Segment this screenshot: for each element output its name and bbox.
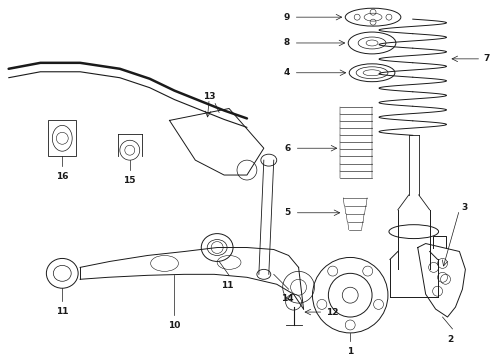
Text: 5: 5 (284, 208, 291, 217)
Text: 4: 4 (283, 68, 290, 77)
Text: 3: 3 (462, 203, 467, 212)
Text: 8: 8 (283, 39, 290, 48)
Text: 6: 6 (284, 144, 291, 153)
Text: 2: 2 (447, 335, 454, 344)
Text: 14: 14 (281, 294, 294, 303)
Text: 11: 11 (221, 281, 233, 290)
Text: 16: 16 (56, 172, 69, 181)
Text: 13: 13 (203, 91, 216, 100)
Text: 12: 12 (326, 307, 339, 316)
Text: 1: 1 (347, 347, 353, 356)
Text: 7: 7 (483, 54, 490, 63)
Text: 15: 15 (123, 176, 136, 185)
Text: 11: 11 (56, 307, 69, 316)
Text: 10: 10 (168, 321, 181, 330)
Text: 9: 9 (283, 13, 290, 22)
